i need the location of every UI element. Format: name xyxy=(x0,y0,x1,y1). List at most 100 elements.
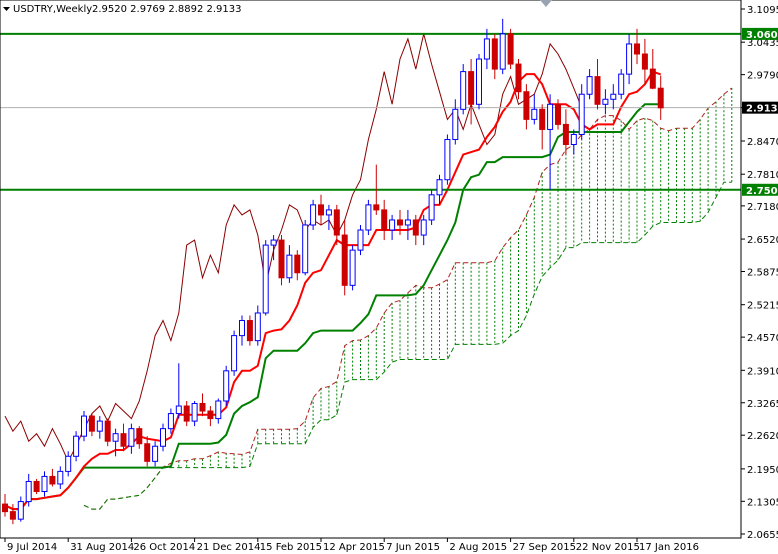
candle-body xyxy=(333,209,340,236)
chikou-span-line xyxy=(4,33,583,463)
candle-body xyxy=(444,138,451,181)
candle-body xyxy=(49,475,56,485)
chart-header: USDTRY,Weekly 2.9520 2.9769 2.8892 2.913… xyxy=(3,4,242,15)
candle-body xyxy=(65,455,72,472)
time-tick-label: 26 Oct 2014 xyxy=(133,542,195,553)
price-tick-label: 2.7810 xyxy=(747,170,778,181)
time-tick-label: 22 Nov 2015 xyxy=(576,542,640,553)
candle-body xyxy=(302,224,309,274)
horizontal-levels[interactable] xyxy=(0,32,741,191)
candle-body xyxy=(167,413,174,430)
senkou-span-a-line xyxy=(83,87,733,510)
candle-body xyxy=(349,249,356,286)
price-tick-label: 2.9790 xyxy=(747,71,778,82)
candle-body xyxy=(594,76,601,105)
candle-body xyxy=(96,420,103,432)
candle-body xyxy=(562,123,569,146)
time-tick-label: 7 Jun 2015 xyxy=(386,542,440,553)
price-tick-label: 2.3265 xyxy=(747,399,778,410)
kijun-sen-line xyxy=(4,103,661,511)
candle-body xyxy=(491,38,498,70)
candle-body xyxy=(452,108,459,140)
candle-body xyxy=(578,93,585,135)
candle-body xyxy=(531,108,538,120)
candle-body xyxy=(515,63,522,93)
candle-body xyxy=(57,470,64,485)
candle-body xyxy=(602,98,609,105)
candle-body xyxy=(373,204,380,211)
candle-body xyxy=(9,511,16,520)
candle-body xyxy=(286,254,293,279)
candle-body xyxy=(412,219,419,236)
price-tick-label: 2.5875 xyxy=(747,268,778,279)
time-axis[interactable]: 9 Jul 2014 31 Aug 2014 26 Oct 2014 21 Dec 2… xyxy=(4,538,699,553)
candle-body xyxy=(88,415,95,432)
candle-body xyxy=(17,501,24,520)
candle-body xyxy=(294,254,301,274)
candle-body xyxy=(341,234,348,286)
price-tick-label: 2.7180 xyxy=(747,202,778,213)
candle-body xyxy=(357,229,364,251)
candle-body xyxy=(41,475,48,493)
dropdown-triangle-icon[interactable] xyxy=(3,7,10,11)
ichimoku-cloud xyxy=(162,87,733,468)
candle-body xyxy=(397,219,403,226)
price-badges: 3.0600 2.7500 2.9133 xyxy=(742,27,778,197)
candle-body xyxy=(476,58,482,105)
time-tick-label: 27 Sep 2015 xyxy=(513,542,576,553)
price-axis[interactable]: 3.1095 3.0435 2.9790 2.9133 2.8470 2.7810 2.71… xyxy=(741,5,778,541)
candle-body xyxy=(144,443,151,462)
candle-body xyxy=(586,76,593,95)
price-badge xyxy=(742,101,778,114)
candle-body xyxy=(555,103,561,125)
candle-body xyxy=(199,403,206,412)
candle-body xyxy=(507,33,514,65)
time-tick-label: 17 Jan 2016 xyxy=(639,542,699,553)
candle-body xyxy=(318,204,324,216)
candle-body xyxy=(626,43,633,75)
candle-body xyxy=(634,43,640,55)
ohlc-values: 2.9520 2.9769 2.8892 2.9133 xyxy=(92,4,242,15)
candle-body xyxy=(657,87,664,109)
candle-body xyxy=(231,335,238,372)
time-tick-label: 2 Aug 2015 xyxy=(449,542,507,553)
price-badge xyxy=(742,27,778,40)
time-tick-label: 31 Aug 2014 xyxy=(70,542,134,553)
price-tick-label: 2.6520 xyxy=(747,235,778,246)
candle-body xyxy=(428,194,435,221)
price-tick-label: 2.2620 xyxy=(747,431,778,442)
candle-body xyxy=(325,209,332,216)
scroll-marker-icon[interactable] xyxy=(540,0,552,7)
candle-body xyxy=(468,71,475,105)
time-tick-label: 12 Apr 2015 xyxy=(323,542,385,553)
candle-body xyxy=(436,179,443,196)
candle-body xyxy=(610,93,617,100)
candlesticks xyxy=(2,18,664,525)
time-tick-label: 9 Jul 2014 xyxy=(7,542,57,553)
candle-body xyxy=(246,320,253,342)
price-tick-label: 2.8470 xyxy=(747,137,778,148)
price-tick-label: 2.1305 xyxy=(747,497,778,508)
time-tick-label: 21 Dec 2014 xyxy=(197,542,261,553)
candle-body xyxy=(2,503,8,513)
candle-body xyxy=(381,209,388,231)
candle-body xyxy=(389,219,396,231)
candle-body xyxy=(641,53,648,70)
candle-body xyxy=(104,420,111,442)
price-badge-label: 2.7500 xyxy=(746,186,778,197)
candle-body xyxy=(207,410,214,420)
price-axis-border xyxy=(0,0,742,539)
candle-body xyxy=(254,312,261,342)
price-tick-label: 2.5215 xyxy=(747,301,778,312)
price-tick-label: 2.0655 xyxy=(747,530,778,541)
candle-body xyxy=(547,103,554,130)
senkou-span-b-line xyxy=(83,181,732,510)
candle-body xyxy=(191,403,198,422)
candle-body xyxy=(460,71,467,110)
price-badge-label: 3.0600 xyxy=(746,30,778,41)
candle-body xyxy=(420,219,427,236)
price-badge xyxy=(742,183,778,196)
